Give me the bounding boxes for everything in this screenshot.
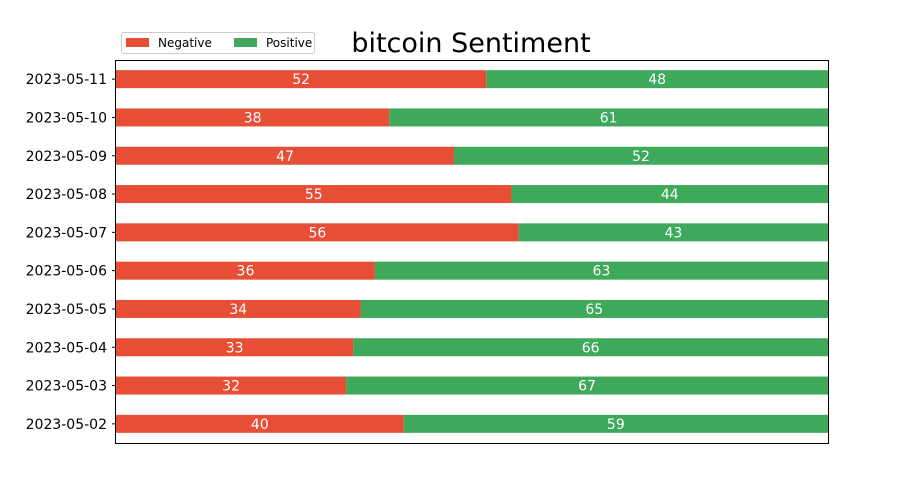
bar-label-negative-2023-05-10: 38: [244, 110, 262, 126]
y-tick-label-2023-05-05: 2023-05-05: [26, 302, 107, 318]
y-tick-label-2023-05-11: 2023-05-11: [26, 72, 107, 88]
y-tick-label-2023-05-03: 2023-05-03: [26, 379, 107, 395]
bar-positive-2023-05-10: [389, 108, 828, 127]
legend-label-positive: Positive: [266, 36, 312, 50]
bar-negative-2023-05-06: [116, 261, 375, 280]
bar-positive-2023-05-06: [374, 261, 828, 280]
bar-positive-2023-05-07: [518, 223, 828, 242]
bar-label-negative-2023-05-04: 33: [226, 340, 244, 356]
bar-negative-2023-05-05: [116, 299, 361, 318]
bar-label-positive-2023-05-11: 48: [648, 72, 666, 88]
y-tick-label-2023-05-10: 2023-05-10: [26, 110, 107, 126]
legend: Negative Positive: [121, 32, 315, 54]
bar-label-positive-2023-05-06: 63: [593, 264, 611, 280]
y-tick-label-2023-05-04: 2023-05-04: [26, 340, 107, 356]
bar-label-negative-2023-05-08: 55: [305, 187, 323, 203]
plot-area: 52 48 2023-05-11 38 61 2023-05-10 47 52 2023-05-…: [26, 70, 828, 433]
bar-label-positive-2023-05-08: 44: [661, 187, 679, 203]
bar-negative-2023-05-07: [116, 223, 519, 242]
legend-label-negative: Negative: [158, 36, 212, 50]
bar-label-negative-2023-05-11: 52: [292, 72, 310, 88]
y-tick-label-2023-05-09: 2023-05-09: [26, 149, 107, 165]
chart-title: bitcoin Sentiment: [351, 28, 590, 59]
bar-negative-2023-05-03: [116, 376, 347, 395]
bar-label-positive-2023-05-04: 66: [582, 340, 600, 356]
bar-positive-2023-05-08: [511, 185, 828, 204]
bar-negative-2023-05-11: [116, 70, 487, 89]
bar-positive-2023-05-11: [486, 70, 828, 89]
bar-negative-2023-05-08: [116, 185, 512, 204]
y-tick-label-2023-05-06: 2023-05-06: [26, 264, 107, 280]
bar-negative-2023-05-10: [116, 108, 390, 127]
bar-positive-2023-05-02: [403, 414, 828, 433]
y-tick-label-2023-05-08: 2023-05-08: [26, 187, 107, 203]
bar-negative-2023-05-02: [116, 414, 404, 433]
y-tick-label-2023-05-07: 2023-05-07: [26, 225, 107, 241]
bar-label-negative-2023-05-07: 56: [308, 225, 326, 241]
y-tick-label-2023-05-02: 2023-05-02: [26, 417, 107, 433]
bar-negative-2023-05-04: [116, 338, 354, 357]
bar-label-negative-2023-05-06: 36: [237, 264, 255, 280]
bar-label-positive-2023-05-05: 65: [585, 302, 603, 318]
bar-label-positive-2023-05-09: 52: [632, 149, 650, 165]
bar-positive-2023-05-05: [360, 299, 828, 318]
bar-label-positive-2023-05-10: 61: [600, 110, 618, 126]
bar-label-positive-2023-05-03: 67: [578, 379, 596, 395]
legend-frame: [121, 32, 315, 54]
bar-label-positive-2023-05-02: 59: [607, 417, 625, 433]
legend-swatch-negative: [126, 38, 149, 47]
bar-negative-2023-05-09: [116, 146, 455, 165]
bar-label-negative-2023-05-05: 34: [229, 302, 247, 318]
legend-swatch-positive: [234, 38, 257, 47]
plot-frame: [115, 60, 829, 444]
bar-label-negative-2023-05-02: 40: [251, 417, 269, 433]
bar-positive-2023-05-04: [353, 338, 828, 357]
bar-label-negative-2023-05-09: 47: [276, 149, 294, 165]
bar-positive-2023-05-09: [454, 146, 828, 165]
bar-label-negative-2023-05-03: 32: [222, 379, 240, 395]
bar-label-positive-2023-05-07: 43: [664, 225, 682, 241]
bar-positive-2023-05-03: [346, 376, 828, 395]
